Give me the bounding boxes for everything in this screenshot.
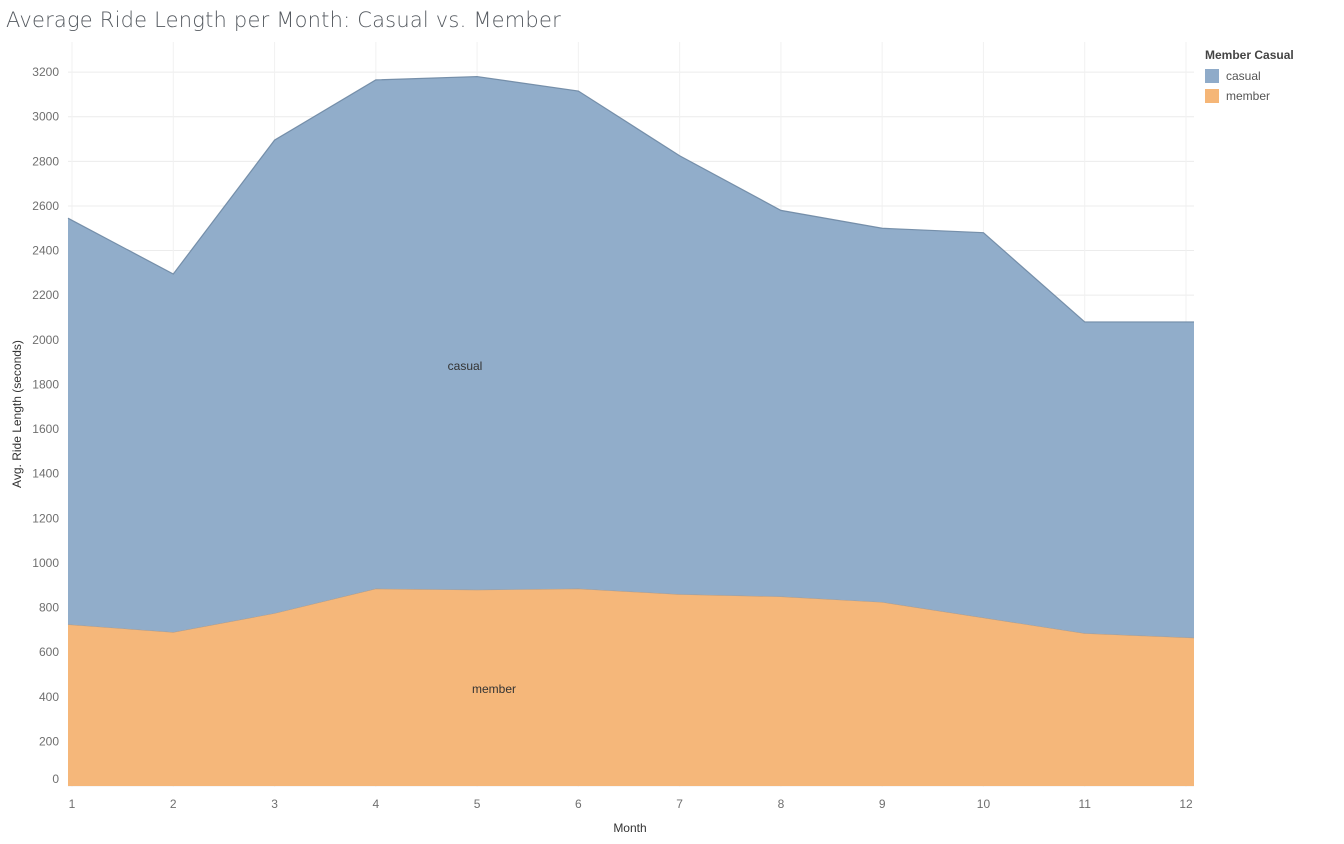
x-tick-label: 2	[170, 797, 177, 811]
x-tick-label: 12	[1179, 797, 1193, 811]
y-tick-label: 3000	[32, 110, 59, 124]
area-member[interactable]	[68, 588, 1194, 786]
y-tick-label: 200	[39, 734, 59, 748]
area-label-member: member	[472, 682, 516, 696]
x-tick-label: 11	[1078, 797, 1091, 811]
y-tick-label: 1200	[32, 511, 59, 525]
area-labels: member casual	[448, 359, 516, 696]
y-tick-label: 600	[39, 645, 59, 659]
y-tick-label: 1800	[32, 377, 59, 391]
x-tick-label: 8	[778, 797, 785, 811]
y-tick-label: 400	[39, 690, 59, 704]
x-tick-label: 3	[271, 797, 278, 811]
legend-title: Member Casual	[1205, 48, 1294, 62]
y-tick-label: 1000	[32, 556, 59, 570]
x-tick-label: 9	[879, 797, 886, 811]
y-tick-label: 0	[52, 772, 59, 786]
y-axis-title: Avg. Ride Length (seconds)	[10, 340, 24, 488]
y-tick-label: 800	[39, 601, 59, 615]
y-tick-label: 2400	[32, 244, 59, 258]
legend-item-member[interactable]: member	[1205, 86, 1294, 106]
legend-swatch-casual	[1205, 69, 1219, 83]
y-tick-label: 2000	[32, 333, 59, 347]
chart-title: Average Ride Length per Month: Casual vs…	[6, 8, 561, 32]
y-axis-ticks: 0 200 400 600 800 1000 1200 1400 1600 1800 2000 220…	[32, 65, 59, 786]
x-tick-label: 7	[676, 797, 683, 811]
y-tick-label: 1600	[32, 422, 59, 436]
x-tick-label: 6	[575, 797, 582, 811]
legend-label-member: member	[1226, 89, 1271, 103]
x-tick-label: 5	[474, 797, 481, 811]
x-axis-title: Month	[613, 821, 646, 835]
stacked-areas	[67, 75, 1195, 786]
area-edge-casual	[67, 75, 1194, 323]
y-tick-label: 2200	[32, 288, 59, 302]
x-tick-label: 1	[69, 797, 76, 811]
y-tick-label: 3200	[32, 65, 59, 79]
x-tick-label: 4	[372, 797, 379, 811]
y-tick-label: 2600	[32, 199, 59, 213]
legend-label-casual: casual	[1226, 69, 1261, 83]
legend-swatch-member	[1205, 89, 1219, 103]
legend-item-casual[interactable]: casual	[1205, 66, 1294, 86]
y-tick-label: 1400	[32, 467, 59, 481]
area-casual[interactable]	[68, 76, 1194, 638]
x-axis-ticks: 1 2 3 4 5 6 7 8 9 10 11 12	[69, 797, 1193, 811]
x-tick-label: 10	[977, 797, 991, 811]
area-label-casual: casual	[448, 359, 483, 373]
legend: Member Casual casual member	[1205, 48, 1294, 106]
y-tick-label: 2800	[32, 154, 59, 168]
